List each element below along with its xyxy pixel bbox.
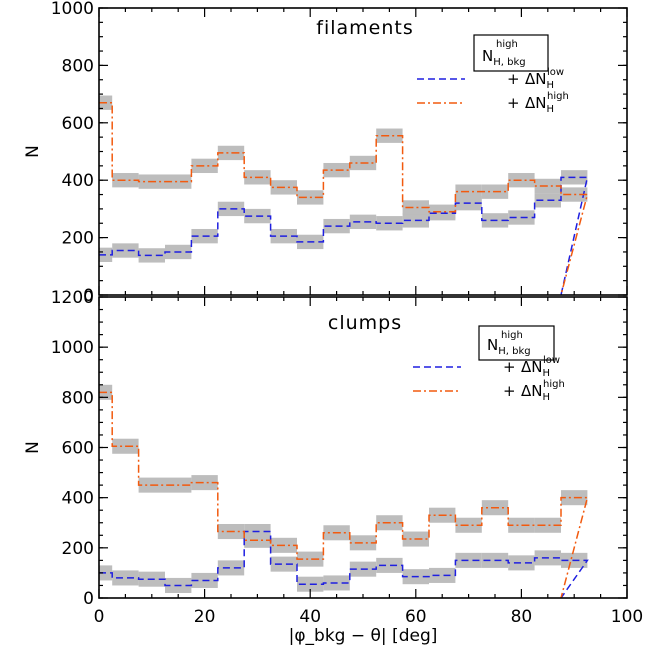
legend-entry-sup: low: [547, 67, 564, 78]
error-band: [429, 567, 456, 583]
x-tick-label: 0: [94, 607, 105, 627]
error-band: [270, 556, 297, 572]
series-line-low: [99, 530, 589, 599]
error-band: [349, 214, 377, 229]
legend-plus: +: [503, 382, 516, 400]
error-band: [217, 145, 245, 161]
x-tick-label: 80: [511, 607, 533, 627]
legend-box-main: N: [482, 47, 493, 65]
legend-entry-main: ΔN: [521, 358, 542, 376]
y-tick-label: 1000: [51, 338, 94, 358]
error-band: [297, 551, 324, 567]
error-band: [191, 158, 218, 174]
y-tick-label: 200: [62, 539, 94, 559]
y-tick-label: 200: [62, 229, 94, 249]
legend-plus: +: [503, 358, 516, 376]
y-tick-label: 800: [62, 56, 94, 76]
panel-clumps: 0 20 40 60 80 100020040060080010001200Nclumps…: [23, 288, 643, 627]
x-tick-label: 40: [299, 607, 321, 627]
legend-entry-label: ΔNH: [521, 382, 550, 403]
legend-plus: +: [507, 94, 520, 112]
x-tick-label: 100: [611, 607, 643, 627]
error-band: [112, 570, 139, 586]
legend-entry-main: ΔN: [525, 94, 546, 112]
error-band: [376, 128, 403, 143]
error-band: [402, 200, 429, 215]
legend-box-sup: high: [496, 39, 518, 50]
error-band: [508, 517, 535, 533]
legend-entry-sub: H: [542, 368, 550, 379]
error-band: [165, 174, 192, 189]
legend-plus: +: [507, 70, 520, 88]
legend-entry-sub: H: [546, 104, 554, 115]
y-axis-label: N: [23, 441, 43, 454]
legend-box: [478, 325, 555, 361]
legend-entry-label: ΔNH: [525, 70, 554, 91]
legend-box-sub: H, bkg: [493, 57, 525, 68]
panel-title: filaments: [316, 17, 413, 39]
legend-entry-main: ΔN: [525, 70, 546, 88]
y-tick-label: 0: [83, 286, 94, 306]
legend-box-sup: high: [501, 330, 523, 341]
y-tick-label: 600: [62, 439, 94, 459]
x-tick-label: 60: [405, 607, 427, 627]
legend-entry-sub: H: [542, 392, 550, 403]
y-tick-label: 800: [62, 388, 94, 408]
y-axis-label: N: [23, 145, 43, 158]
y-tick-label: 400: [62, 489, 94, 509]
legend-box-label: NH, bkg: [482, 47, 526, 68]
error-band: [429, 204, 456, 219]
legend-entry-label: ΔNH: [521, 358, 550, 379]
error-band: [376, 557, 403, 573]
error-band: [191, 475, 218, 491]
error-band: [112, 243, 139, 258]
x-tick-label: 20: [194, 607, 216, 627]
error-band: [508, 555, 535, 571]
legend-entry-main: ΔN: [521, 382, 542, 400]
error-band: [217, 560, 245, 576]
legend-entry-sub: H: [546, 80, 554, 91]
error-band: [455, 517, 482, 533]
legend-box-sub: H, bkg: [498, 346, 530, 357]
legend-entry-sup: low: [543, 355, 560, 366]
legend-box-main: N: [487, 336, 498, 354]
error-band: [455, 552, 482, 568]
y-tick-label: 400: [62, 171, 94, 191]
y-tick-label: 1000: [51, 0, 94, 19]
series-line-high: [99, 101, 589, 296]
legend-box-label: NH, bkg: [487, 336, 531, 357]
panel-title: clumps: [328, 312, 402, 334]
series-line-high: [99, 391, 589, 599]
y-tick-label: 600: [62, 114, 94, 134]
legend-entry-sup: high: [547, 91, 569, 102]
legend-box: [473, 34, 549, 72]
series-line-low: [99, 176, 589, 296]
error-band: [534, 517, 561, 533]
x-axis-label: |φ_bkg − θ| [deg]: [289, 626, 438, 646]
y-tick-label: 1200: [51, 288, 94, 308]
error-band: [349, 535, 377, 551]
error-band: [561, 187, 588, 202]
legend-entry-label: ΔNH: [525, 94, 554, 115]
y-tick-label: 0: [83, 589, 94, 609]
legend-entry-sup: high: [543, 379, 565, 390]
